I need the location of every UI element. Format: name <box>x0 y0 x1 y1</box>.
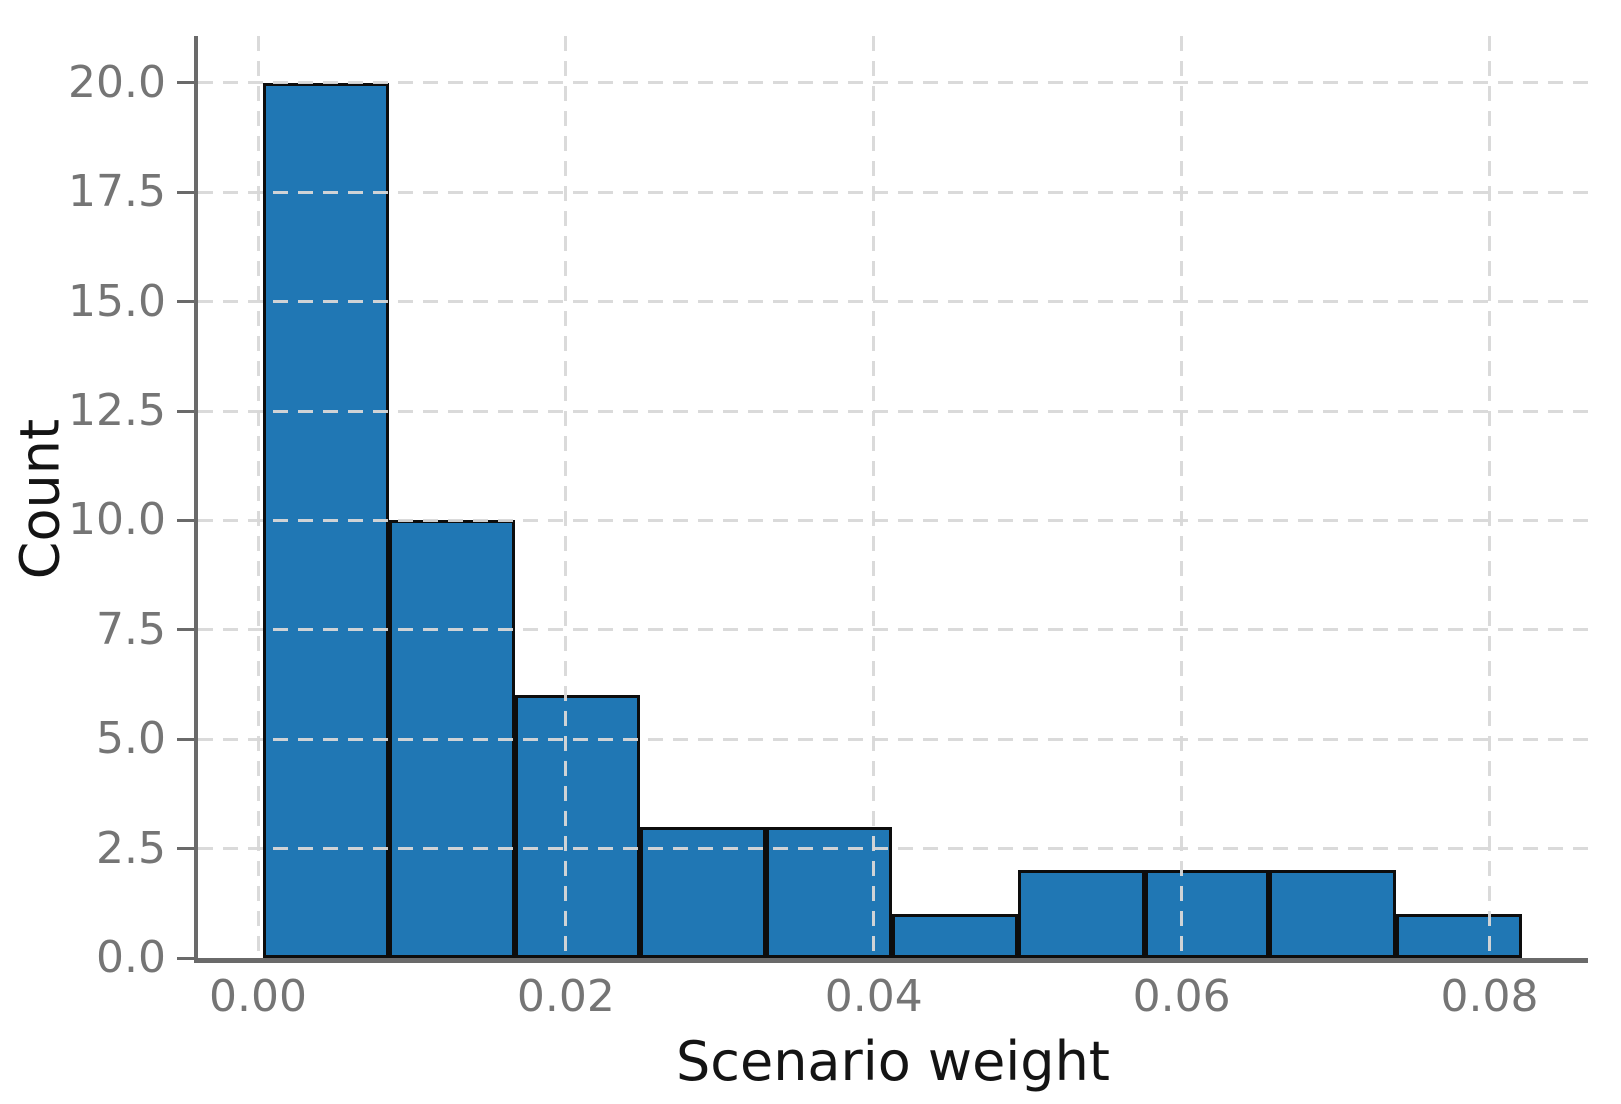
histogram-bar <box>388 520 516 958</box>
x-tick-label: 0.06 <box>1132 971 1231 1022</box>
y-axis-label: Count <box>8 418 72 580</box>
histogram-bar <box>892 914 1019 958</box>
x-tick-label: 0.04 <box>824 971 923 1022</box>
x-tick-label: 0.08 <box>1440 971 1539 1022</box>
y-tick-mark <box>177 628 194 632</box>
y-tick-mark <box>177 409 194 413</box>
histogram-bar <box>639 826 766 958</box>
histogram-bar <box>1144 870 1270 958</box>
y-tick-label: 12.5 <box>68 385 166 436</box>
y-tick-mark <box>177 518 194 522</box>
y-tick-label: 5.0 <box>96 713 166 765</box>
y-tick-label: 0.0 <box>96 932 166 983</box>
y-tick-mark <box>177 81 194 85</box>
y-tick-label: 17.5 <box>68 166 166 218</box>
histogram-bar <box>515 695 640 958</box>
y-axis-spine <box>194 36 198 963</box>
x-axis-label: Scenario weight <box>676 1030 1110 1093</box>
y-tick-label: 15.0 <box>68 275 166 327</box>
y-tick-mark <box>177 190 194 194</box>
y-tick-mark <box>177 956 194 960</box>
y-tick-label: 7.5 <box>96 603 166 655</box>
y-tick-label: 10.0 <box>68 494 166 546</box>
x-tick-label: 0.00 <box>209 971 308 1022</box>
y-tick-mark <box>177 737 194 741</box>
y-tick-label: 20.0 <box>68 56 166 108</box>
histogram-bar <box>1395 914 1522 958</box>
plot-area <box>198 36 1588 958</box>
histogram-bar <box>262 82 389 958</box>
x-tick-label: 0.02 <box>516 971 615 1022</box>
y-tick-mark <box>177 300 194 304</box>
histogram-bar <box>1018 870 1145 958</box>
bars-layer <box>198 36 1588 958</box>
y-tick-mark <box>177 847 194 851</box>
histogram-bar <box>1269 870 1396 958</box>
x-axis-spine <box>194 958 1588 963</box>
y-tick-label: 2.5 <box>96 822 166 874</box>
histogram-bar <box>766 826 893 958</box>
